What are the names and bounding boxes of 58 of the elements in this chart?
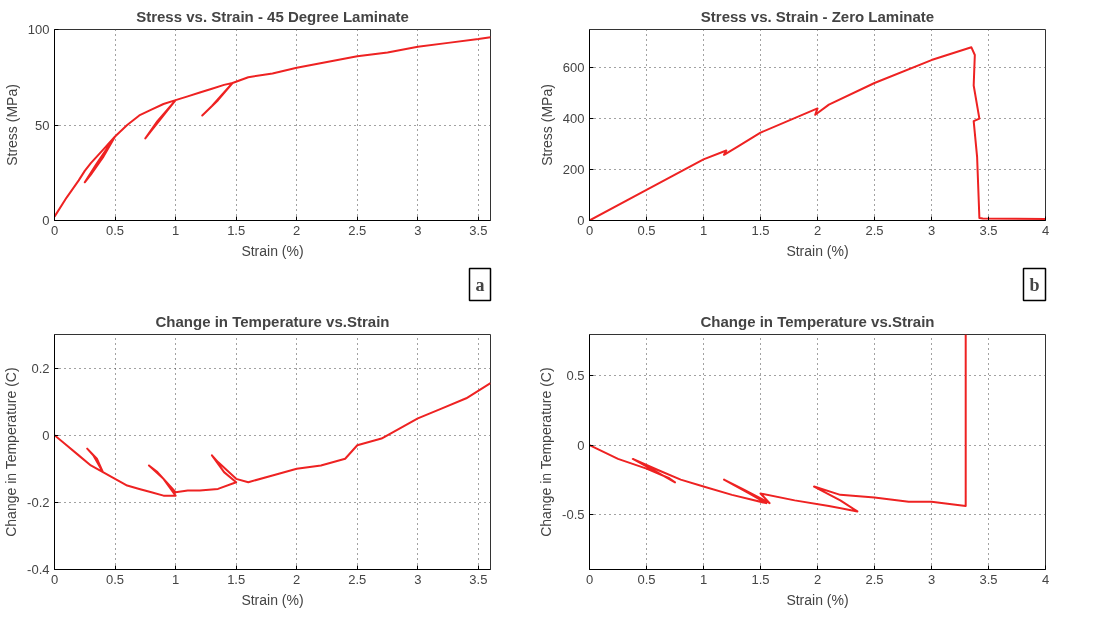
x-axis-title: Strain (%) (241, 591, 304, 608)
x-tick-label: 3 (414, 222, 422, 238)
x-tick-label: 1 (699, 222, 708, 238)
x-axis-title: Strain (%) (786, 591, 849, 608)
x-tick-label: 3 (927, 571, 936, 587)
y-tick-label: 600 (562, 60, 585, 76)
x-axis-title: Strain (%) (786, 242, 849, 259)
x-tick-label: 1.5 (751, 571, 770, 587)
x-tick-label: 2 (293, 571, 301, 587)
y-tick-label: 0.2 (31, 360, 50, 376)
x-tick-label: 2.5 (348, 222, 367, 238)
x-tick-label: 1.5 (227, 222, 246, 238)
x-tick-label: 4 (1041, 222, 1050, 238)
text: b (1029, 274, 1040, 295)
x-axis-title: Strain (%) (241, 242, 304, 259)
y-axis-title: Change in Temperature (C) (538, 367, 555, 537)
y-tick-label: 100 (27, 22, 50, 37)
x-tick-label: 3.5 (979, 571, 998, 587)
x-tick-label: 3.5 (979, 222, 998, 238)
x-tick-label: 4 (1041, 571, 1050, 587)
x-tick-label: 3.5 (469, 222, 488, 238)
chart-title: Change in Temperature vs.Strain (155, 312, 390, 330)
x-tick-label: 1 (172, 571, 180, 587)
y-tick-label: 0 (577, 437, 585, 453)
y-tick-label: -0.2 (27, 494, 50, 510)
x-tick-label: 0.5 (106, 571, 125, 587)
x-tick-label: 0.5 (637, 222, 656, 238)
y-tick-label: 0.5 (566, 368, 585, 384)
x-tick-label: 2 (813, 571, 822, 587)
x-tick-label: 3 (414, 571, 422, 587)
chart-title: Change in Temperature vs.Strain (700, 312, 935, 330)
y-tick-label: 200 (562, 162, 585, 178)
x-tick-label: 2.5 (865, 222, 884, 238)
y-axis-title: Change in Temperature (C) (3, 367, 20, 537)
line-series (589, 334, 967, 513)
y-axis-title: Stress (MPa) (538, 84, 555, 166)
y-tick-label: -0.4 (27, 562, 50, 577)
y-tick-label: 0 (42, 427, 50, 443)
x-tick-label: 1 (699, 571, 708, 587)
y-tick-label: -0.5 (562, 506, 585, 522)
line-series (54, 382, 491, 497)
x-tick-label: 3 (927, 222, 936, 238)
y-axis-title: Stress (MPa) (3, 84, 20, 166)
chart-title: Stress vs. Strain - 45 Degree Laminate (136, 7, 409, 25)
x-tick-label: 0.5 (106, 222, 125, 238)
x-tick-label: 2.5 (865, 571, 884, 587)
y-tick-label: 50 (35, 117, 50, 133)
chart-title: Stress vs. Strain - Zero Laminate (700, 7, 935, 25)
x-tick-label: 1.5 (751, 222, 770, 238)
x-tick-label: 2.5 (348, 571, 367, 587)
x-tick-label: 3.5 (469, 571, 488, 587)
x-tick-label: 1 (172, 222, 180, 238)
x-tick-label: 2 (813, 222, 822, 238)
y-tick-label: 400 (562, 111, 585, 127)
x-tick-label: 0.5 (637, 571, 656, 587)
x-tick-label: 1.5 (227, 571, 246, 587)
text: a (475, 274, 485, 295)
x-tick-label: 2 (293, 222, 301, 238)
